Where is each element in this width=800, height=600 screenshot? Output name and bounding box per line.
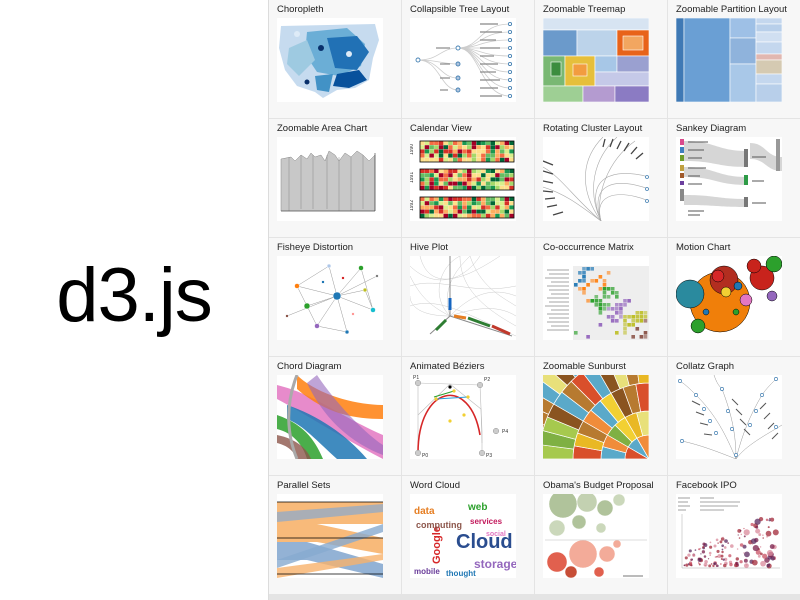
word-cloud-word: data <box>414 506 435 517</box>
tile-fisheye-distortion[interactable]: Fisheye Distortion <box>269 238 401 356</box>
rotating-cluster-thumbnail <box>543 137 649 221</box>
tile-label: Calendar View <box>410 123 472 134</box>
motion-chart-thumbnail <box>676 256 782 340</box>
tile-label: Rotating Cluster Layout <box>543 123 643 134</box>
tile-calendar-view[interactable]: Calendar View 1990 1991 1992 <box>402 119 534 237</box>
word-cloud-word: mobile <box>414 567 440 576</box>
tile-label: Parallel Sets <box>277 480 331 491</box>
bezier-point-label: P1 <box>413 375 419 381</box>
tile-zoomable-partition[interactable]: Zoomable Partition Layout <box>668 0 800 118</box>
tile-label: Sankey Diagram <box>676 123 747 134</box>
tile-chord-diagram[interactable]: Chord Diagram <box>269 357 401 475</box>
tile-label: Collatz Graph <box>676 361 735 372</box>
brand-title: d3.js <box>56 252 213 338</box>
calendar-view-thumbnail: 1990 1991 1992 <box>410 137 516 221</box>
word-cloud-word: storage <box>474 557 516 571</box>
bezier-point-label: P0 <box>422 453 428 459</box>
tile-animated-beziers[interactable]: Animated Béziers P1 <box>402 357 534 475</box>
tile-label: Choropleth <box>277 4 324 15</box>
budget-proposal-thumbnail <box>543 494 649 578</box>
tile-label: Facebook IPO <box>676 480 737 491</box>
hive-plot-thumbnail <box>410 256 516 340</box>
word-cloud-word: Cloud <box>456 531 513 553</box>
calendar-year-label: 1991 <box>410 172 415 183</box>
tile-label: Zoomable Treemap <box>543 4 626 15</box>
tile-label: Zoomable Area Chart <box>277 123 368 134</box>
calendar-year-label: 1992 <box>410 200 415 211</box>
chord-diagram-thumbnail <box>277 375 383 459</box>
word-cloud-word: Google <box>431 526 443 564</box>
tile-zoomable-treemap[interactable]: Zoomable Treemap <box>535 0 667 118</box>
sankey-diagram-thumbnail <box>676 137 782 221</box>
choropleth-thumbnail <box>277 18 383 102</box>
calendar-year-label: 1990 <box>410 144 415 155</box>
bezier-point-label: P4 <box>502 429 508 435</box>
tile-parallel-sets[interactable]: Parallel Sets <box>269 476 401 594</box>
tile-label: Collapsible Tree Layout <box>410 4 510 15</box>
tile-label: Obama's Budget Proposal <box>543 480 654 491</box>
collapsible-tree-thumbnail <box>410 18 516 102</box>
collatz-graph-thumbnail <box>676 375 782 459</box>
facebook-ipo-thumbnail <box>676 494 782 578</box>
tile-hive-plot[interactable]: Hive Plot <box>402 238 534 356</box>
tile-rotating-cluster[interactable]: Rotating Cluster Layout <box>535 119 667 237</box>
tile-co-occurrence-matrix[interactable]: Co-occurrence Matrix <box>535 238 667 356</box>
zoomable-sunburst-thumbnail <box>543 375 649 459</box>
word-cloud-word: thought <box>446 569 476 578</box>
word-cloud-thumbnail: Cloud Google storage data web computing … <box>410 494 516 578</box>
tile-label: Motion Chart <box>676 242 731 253</box>
word-cloud-word: services <box>470 517 503 526</box>
tile-label: Zoomable Partition Layout <box>676 4 787 15</box>
tile-label: Co-occurrence Matrix <box>543 242 634 253</box>
tile-zoomable-sunburst[interactable]: Zoomable Sunburst <box>535 357 667 475</box>
bezier-point-label: P3 <box>486 453 492 459</box>
tile-label: Zoomable Sunburst <box>543 361 626 372</box>
tile-collapsible-tree[interactable]: Collapsible Tree Layout <box>402 0 534 118</box>
bezier-point-label: P2 <box>484 377 490 383</box>
zoomable-area-chart-thumbnail <box>277 137 383 221</box>
tile-label: Word Cloud <box>410 480 460 491</box>
animated-beziers-thumbnail: P1 P2 P4 P0 P3 <box>410 375 516 459</box>
tile-budget-proposal[interactable]: Obama's Budget Proposal <box>535 476 667 594</box>
tile-collatz-graph[interactable]: Collatz Graph <box>668 357 800 475</box>
tile-label: Fisheye Distortion <box>277 242 354 253</box>
zoomable-treemap-thumbnail <box>543 18 649 102</box>
co-occurrence-matrix-thumbnail <box>543 256 649 340</box>
tile-label: Chord Diagram <box>277 361 342 372</box>
word-cloud-word: web <box>467 502 487 513</box>
tile-label: Hive Plot <box>410 242 449 253</box>
tile-motion-chart[interactable]: Motion Chart <box>668 238 800 356</box>
tile-label: Animated Béziers <box>410 361 485 372</box>
zoomable-partition-thumbnail <box>676 18 782 102</box>
tile-sankey-diagram[interactable]: Sankey Diagram <box>668 119 800 237</box>
tile-zoomable-area-chart[interactable]: Zoomable Area Chart <box>269 119 401 237</box>
tile-word-cloud[interactable]: Word Cloud Cloud Google storage data web… <box>402 476 534 594</box>
tile-facebook-ipo[interactable]: Facebook IPO <box>668 476 800 594</box>
example-gallery: Choropleth Collapsible Tree Layout <box>268 0 800 600</box>
fisheye-distortion-thumbnail <box>277 256 383 340</box>
parallel-sets-thumbnail <box>277 494 383 578</box>
tile-choropleth[interactable]: Choropleth <box>269 0 401 118</box>
word-cloud-word: social <box>486 531 506 538</box>
word-cloud-word: computing <box>416 520 462 530</box>
brand-panel: d3.js <box>0 0 268 600</box>
